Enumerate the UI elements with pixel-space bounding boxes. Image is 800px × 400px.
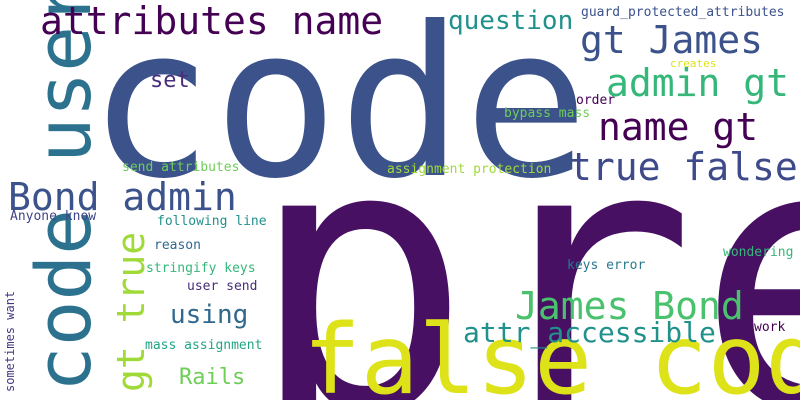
word: work [754, 320, 786, 335]
word: order [576, 93, 616, 108]
word: Anyone know [10, 209, 97, 224]
word: name gt [598, 105, 759, 149]
word: attributes name [40, 0, 384, 43]
word: wondering [723, 245, 794, 260]
word: question [448, 6, 574, 36]
word: set [150, 68, 190, 93]
word: gt true [109, 231, 153, 392]
word: reason [154, 238, 201, 253]
word: keys error [567, 258, 646, 273]
word: true false [569, 145, 798, 189]
word: sometimes want [3, 290, 17, 392]
word: attr_accessible [463, 316, 716, 349]
word: code [88, 0, 589, 225]
word: bypass mass [504, 106, 591, 121]
word: Bond admin [8, 175, 237, 219]
word: using [170, 300, 249, 330]
word: false code [303, 304, 800, 400]
word: user send [187, 279, 258, 294]
word: stringify keys [146, 261, 256, 276]
word: creates [670, 57, 717, 70]
word: guard_protected_attributes [581, 5, 785, 20]
word: assignment protection [387, 162, 552, 177]
word: Rails [179, 365, 246, 390]
word: admin gt [606, 61, 790, 105]
word: following line [157, 214, 267, 229]
word: pre [248, 64, 800, 400]
word: mass assignment [145, 338, 263, 353]
word: James Bond [515, 284, 744, 328]
word: send attributes [122, 160, 240, 175]
word: gt James [580, 18, 764, 62]
